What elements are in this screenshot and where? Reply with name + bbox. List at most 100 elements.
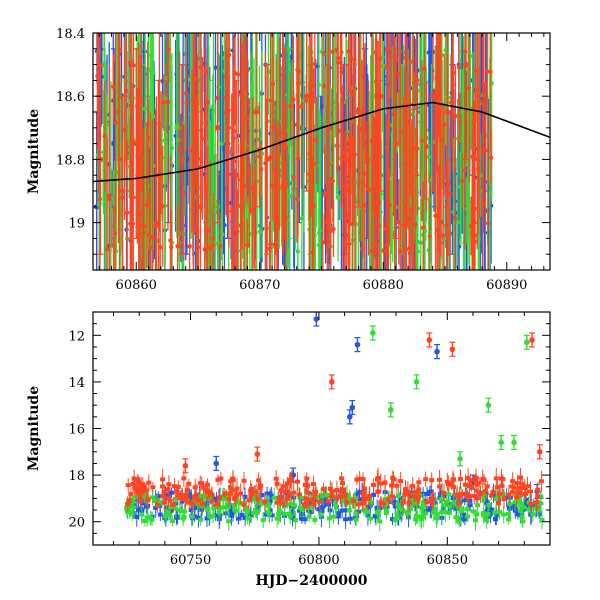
data-point xyxy=(311,203,316,208)
data-point xyxy=(177,508,183,513)
data-point xyxy=(338,495,344,500)
data-point xyxy=(312,61,318,67)
data-point xyxy=(340,184,346,190)
data-point xyxy=(168,490,174,495)
data-point xyxy=(492,510,498,515)
data-point xyxy=(514,495,520,500)
data-point xyxy=(383,508,389,513)
data-point xyxy=(225,502,231,507)
data-point xyxy=(395,494,401,499)
data-point xyxy=(513,492,519,497)
data-point xyxy=(223,505,229,510)
data-point xyxy=(209,492,215,497)
y-tick-label: 14 xyxy=(68,376,85,391)
data-point xyxy=(165,99,171,105)
data-point xyxy=(116,109,121,115)
data-point xyxy=(361,486,367,491)
data-point xyxy=(232,508,238,513)
data-point xyxy=(361,500,367,505)
data-point xyxy=(521,505,527,510)
data-point xyxy=(360,477,366,482)
data-point xyxy=(286,511,292,516)
data-point xyxy=(456,501,462,506)
data-point xyxy=(403,208,409,214)
data-point xyxy=(301,502,307,507)
data-point xyxy=(362,203,368,208)
data-point xyxy=(341,499,347,504)
data-point xyxy=(520,507,526,512)
chart-panel-2: 60750 60800 60850 12 14 16 18 20 Magnitude HJD−24… xyxy=(26,311,551,589)
data-point xyxy=(346,213,351,218)
data-point xyxy=(291,97,296,102)
data-point xyxy=(451,484,457,489)
data-point xyxy=(287,493,293,498)
data-point xyxy=(132,485,138,490)
data-point xyxy=(418,240,423,246)
data-point xyxy=(169,145,175,151)
data-point xyxy=(284,496,290,501)
data-point xyxy=(321,499,327,504)
data-point xyxy=(535,487,541,492)
data-point xyxy=(328,493,334,498)
data-point xyxy=(203,69,208,74)
data-point xyxy=(324,492,330,497)
data-point xyxy=(214,502,220,507)
x-tick-label: 60870 xyxy=(239,278,280,293)
data-point xyxy=(141,223,147,229)
data-point xyxy=(205,489,211,494)
data-point xyxy=(498,439,505,446)
data-point xyxy=(441,490,447,495)
data-point xyxy=(139,512,145,517)
data-point xyxy=(192,506,198,511)
data-point xyxy=(382,497,388,502)
data-point xyxy=(304,476,310,481)
data-point xyxy=(426,337,433,343)
data-point xyxy=(338,60,343,65)
data-point xyxy=(375,489,381,494)
data-point xyxy=(339,481,345,486)
data-point xyxy=(242,494,248,499)
data-point xyxy=(267,511,273,516)
data-point xyxy=(273,476,279,481)
data-point xyxy=(371,241,377,247)
data-point xyxy=(390,477,396,482)
data-point xyxy=(444,222,449,228)
data-point xyxy=(107,193,112,198)
data-point xyxy=(174,514,180,519)
data-point xyxy=(220,497,226,502)
data-point xyxy=(154,502,160,507)
data-point xyxy=(161,490,167,495)
data-point xyxy=(327,486,333,491)
data-point xyxy=(174,489,180,494)
data-point xyxy=(254,509,260,514)
data-point xyxy=(235,72,241,77)
data-point xyxy=(509,484,515,489)
data-point xyxy=(270,81,276,86)
data-point xyxy=(131,476,137,481)
data-point xyxy=(124,88,129,94)
data-point xyxy=(346,49,351,54)
data-point xyxy=(102,133,108,139)
data-point xyxy=(274,500,280,505)
data-point xyxy=(296,508,302,513)
data-point xyxy=(146,135,151,141)
data-point xyxy=(511,439,517,446)
data-point xyxy=(280,184,285,189)
data-point xyxy=(237,501,243,506)
data-point xyxy=(131,63,136,68)
data-point xyxy=(406,500,412,505)
data-point xyxy=(262,499,268,504)
data-point xyxy=(420,503,426,508)
data-point xyxy=(481,201,486,206)
data-point xyxy=(305,505,311,510)
data-point xyxy=(475,503,481,508)
data-point xyxy=(468,484,474,489)
data-point xyxy=(408,59,413,65)
data-point xyxy=(433,213,438,218)
data-point xyxy=(376,223,382,229)
plot-area xyxy=(124,312,545,532)
data-point xyxy=(331,514,337,519)
y-tick-label: 12 xyxy=(68,329,85,344)
data-point xyxy=(485,402,492,409)
data-point xyxy=(493,476,499,481)
